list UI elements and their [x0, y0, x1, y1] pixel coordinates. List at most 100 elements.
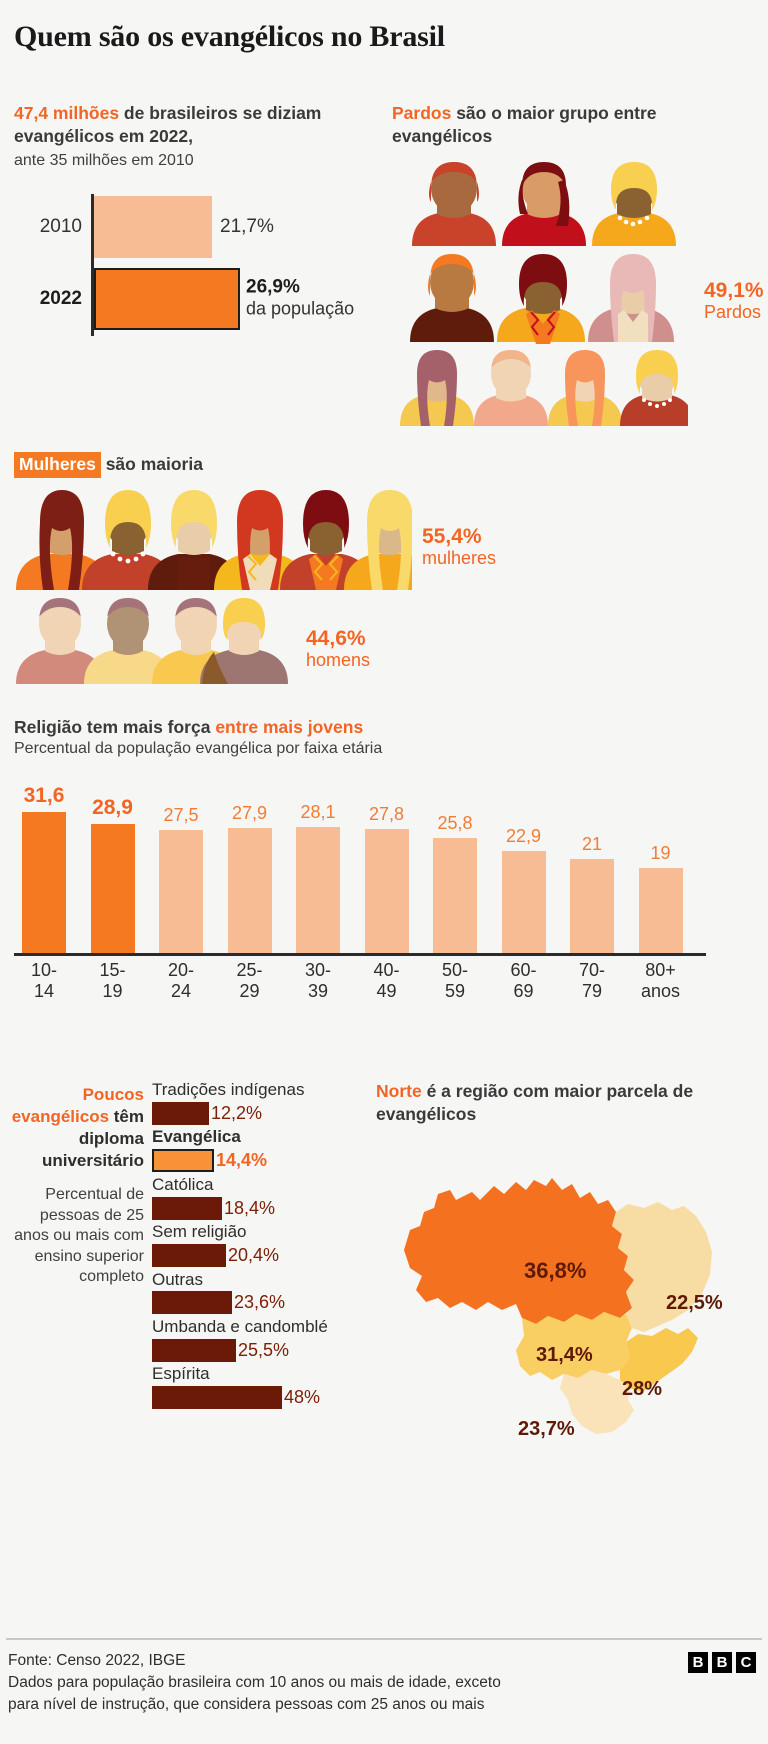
education-bar	[152, 1196, 222, 1220]
growth-bar-2022	[94, 267, 240, 330]
age-chart: 31,6 10- 14 28,9 15- 19 27,5 20- 24 27,9 25- 29 28,1…	[14, 774, 754, 1001]
section-mulheres: Mulheres são maioria	[14, 452, 534, 686]
age-bar-value: 28,9	[92, 795, 133, 819]
education-bar-item: Espírita 48%	[152, 1364, 378, 1410]
bbc-logo-letter-1: B	[688, 1652, 708, 1673]
women-percent-label: mulheres	[422, 548, 497, 569]
age-axis-tick: 30- 39	[304, 959, 332, 1002]
age-bar: 22,9	[501, 826, 546, 953]
education-bar-row: 18,4%	[152, 1195, 378, 1221]
age-heading-rest: Religião tem mais força	[14, 717, 216, 737]
pardos-percent: 49,1%	[704, 279, 764, 303]
people-illustration-row1	[412, 162, 676, 247]
education-bar-row: 25,5%	[152, 1337, 378, 1363]
age-bar-column: 27,5 20- 24	[159, 805, 203, 1001]
mulheres-heading-tag: Mulheres	[14, 452, 101, 479]
age-bar-column: 31,6 10- 14	[22, 784, 66, 1001]
map-region-centro-oeste[interactable]	[516, 1312, 632, 1381]
education-bar-label: Espírita	[152, 1364, 210, 1384]
education-heading-highlight: Poucos evangélicos	[11, 1085, 144, 1127]
education-bar-label: Umbanda e candomblé	[152, 1316, 328, 1336]
age-bar-column: 25,8 50- 59	[433, 813, 477, 1001]
age-axis-tick: 20- 24	[167, 959, 195, 1002]
map-region-nordeste[interactable]	[612, 1202, 712, 1333]
pardos-heading-rest: são o maior grupo entre evangélicos	[392, 103, 657, 147]
footer-note-line1: Dados para população brasileira com 10 a…	[8, 1674, 501, 1691]
growth-row-2022: 2022 26,9% da população	[14, 267, 364, 330]
women-illustration	[16, 490, 436, 591]
education-heading-rest: têm diploma universitário	[41, 1107, 144, 1171]
age-bar: 28,1	[296, 802, 340, 953]
age-axis-tick: 40- 49	[373, 959, 400, 1002]
growth-heading-highlight: 47,4 milhões	[14, 103, 120, 123]
education-bar-item: Tradições indígenas 12,2%	[152, 1080, 378, 1126]
section-education: Poucos evangélicos têm diploma universit…	[6, 1080, 378, 1412]
age-axis-tick: 50- 59	[441, 959, 469, 1002]
footer-note-line2: para nível de instrução, que considera p…	[8, 1696, 485, 1713]
education-heading: Poucos evangélicos têm diploma universit…	[6, 1084, 144, 1172]
age-axis-tick: 70- 79	[578, 959, 606, 1002]
education-bar-item: Católica 18,4%	[152, 1175, 378, 1221]
education-caption: Poucos evangélicos têm diploma universit…	[6, 1080, 152, 1412]
age-bar-column: 27,8 40- 49	[364, 804, 409, 1001]
age-bar: 19	[638, 843, 683, 953]
mulheres-men-row: 44,6% homens	[14, 596, 534, 686]
age-axis-tick: 80+ anos	[640, 959, 681, 1002]
education-bar-value: 23,6%	[234, 1292, 286, 1313]
age-bar-column: 28,1 30- 39	[296, 802, 340, 1001]
pardos-stat: 49,1% Pardos	[704, 280, 764, 323]
mulheres-heading: Mulheres são maioria	[14, 452, 534, 479]
section-growth: 47,4 milhões de brasileiros se diziam ev…	[14, 102, 364, 336]
age-bar-value: 25,8	[437, 812, 473, 833]
pardos-people-row-1	[392, 160, 754, 248]
map-region-norte[interactable]	[404, 1178, 634, 1325]
age-subtitle: Percentual da população evangélica por f…	[14, 740, 383, 758]
age-bar-value: 27,9	[231, 802, 268, 823]
women-percent: 55,4%	[422, 525, 482, 549]
age-bar-column: 28,9 15- 19	[90, 796, 135, 1001]
education-bar-label: Tradições indígenas	[152, 1080, 305, 1099]
map-heading-highlight: Norte	[376, 1081, 422, 1101]
education-note: Percentual de pessoas de 25 anos ou mais…	[14, 1186, 144, 1286]
education-bar-item: Sem religião 20,4%	[152, 1222, 378, 1268]
education-bar-item: Evangélica 14,4%	[152, 1127, 378, 1173]
education-bar-row: 48%	[152, 1385, 378, 1411]
men-stat: 44,6% homens	[306, 628, 370, 671]
education-bar-label: Católica	[152, 1174, 214, 1194]
pardos-people-row-2: 49,1% Pardos	[392, 252, 764, 345]
footer-source: Fonte: Censo 2022, IBGE	[8, 1652, 186, 1669]
education-bar	[152, 1386, 282, 1410]
growth-value-2022-note: da população	[246, 298, 355, 319]
education-bar-item: Outras 23,6%	[152, 1270, 378, 1316]
age-axis-tick: 25- 29	[236, 959, 263, 1002]
men-percent: 44,6%	[306, 627, 366, 651]
bbc-logo-letter-2: B	[712, 1652, 732, 1673]
age-bar: 31,6	[22, 784, 66, 953]
growth-chart: 2010 21,7% 2022 26,9% da população	[14, 190, 364, 336]
map-region-sudeste[interactable]	[620, 1328, 698, 1393]
growth-label-2022: 2022	[39, 287, 82, 309]
age-axis-tick: 15- 19	[99, 959, 126, 1002]
education-bar	[152, 1291, 232, 1315]
age-bar-value: 19	[650, 842, 671, 863]
pardos-heading-highlight: Pardos	[392, 103, 452, 123]
education-bar	[152, 1101, 209, 1125]
pardos-percent-label: Pardos	[704, 302, 762, 323]
age-bar: 28,9	[90, 796, 135, 953]
education-bar-label: Sem religião	[152, 1222, 247, 1242]
education-bar-row: 23,6%	[152, 1290, 378, 1316]
footer: Fonte: Censo 2022, IBGE Dados para popul…	[8, 1650, 628, 1716]
pardos-heading: Pardos são o maior grupo entre evangélic…	[392, 102, 754, 148]
age-bar: 21	[570, 834, 614, 953]
men-percent-label: homens	[306, 650, 371, 671]
women-stat: 55,4% mulheres	[422, 526, 496, 569]
growth-subtitle: ante 35 milhões em 2010	[14, 152, 194, 170]
bbc-logo: B B C	[688, 1652, 756, 1673]
map-heading: Norte é a região com maior parcela de ev…	[376, 1080, 762, 1126]
men-illustration	[16, 598, 288, 685]
education-bar-row: 14,4%	[152, 1148, 378, 1174]
map-label-sudeste: 28%	[622, 1378, 663, 1401]
map-region-sul[interactable]	[560, 1370, 634, 1435]
page-title: Quem são os evangélicos no Brasil	[14, 20, 445, 53]
